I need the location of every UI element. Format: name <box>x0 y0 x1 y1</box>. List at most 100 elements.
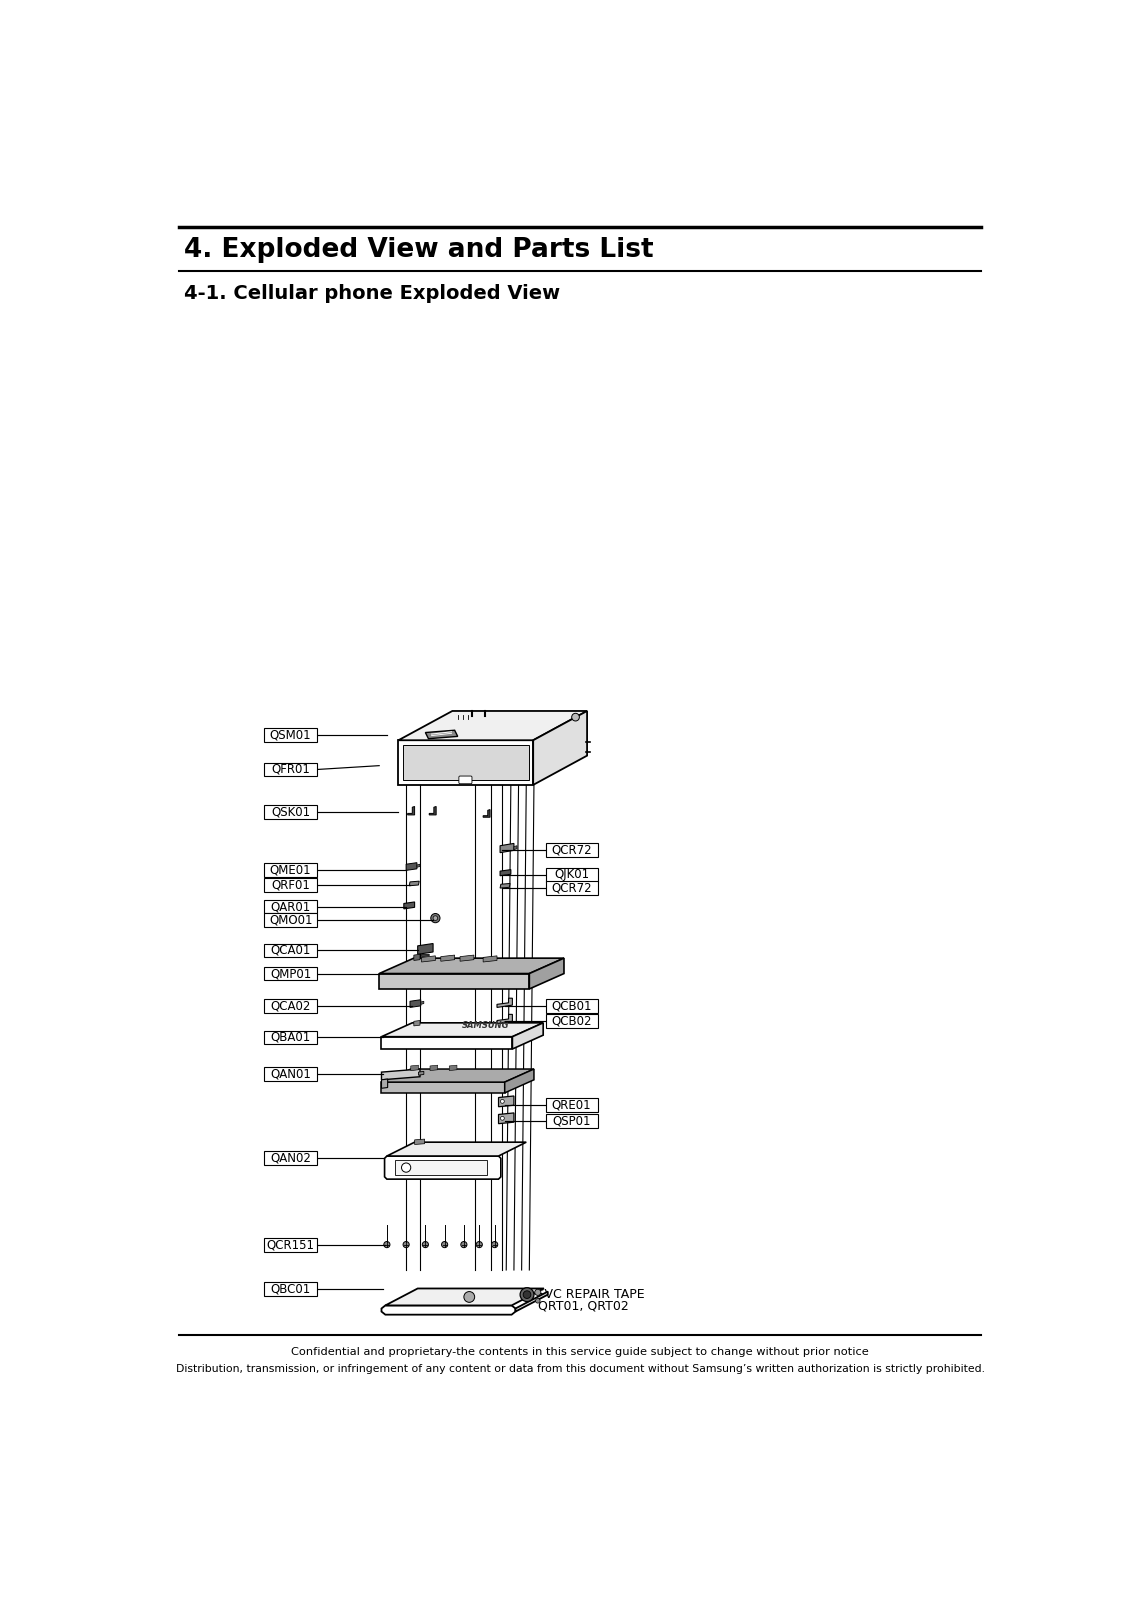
FancyBboxPatch shape <box>265 1030 317 1045</box>
Polygon shape <box>418 944 434 954</box>
Polygon shape <box>417 864 420 867</box>
FancyBboxPatch shape <box>546 998 598 1013</box>
Text: QMO01: QMO01 <box>269 914 312 926</box>
FancyBboxPatch shape <box>265 912 317 926</box>
Polygon shape <box>385 1288 544 1306</box>
Circle shape <box>477 1242 482 1248</box>
Polygon shape <box>505 1069 534 1093</box>
Polygon shape <box>440 955 455 962</box>
FancyBboxPatch shape <box>265 805 317 819</box>
FancyBboxPatch shape <box>265 1067 317 1080</box>
Circle shape <box>384 1242 389 1248</box>
Polygon shape <box>430 1066 438 1070</box>
Polygon shape <box>385 1157 500 1179</box>
Circle shape <box>491 1242 498 1248</box>
Polygon shape <box>381 1078 387 1088</box>
Polygon shape <box>483 810 490 818</box>
Circle shape <box>500 1117 504 1120</box>
Polygon shape <box>449 1066 457 1070</box>
Polygon shape <box>414 1021 420 1026</box>
Circle shape <box>520 1288 534 1301</box>
Text: QCB01: QCB01 <box>551 1000 592 1013</box>
Text: SAMSUNG: SAMSUNG <box>462 1021 509 1030</box>
FancyBboxPatch shape <box>265 862 317 877</box>
Polygon shape <box>500 870 511 875</box>
Polygon shape <box>498 1096 514 1107</box>
Circle shape <box>464 1291 474 1302</box>
Polygon shape <box>381 1082 505 1093</box>
Polygon shape <box>514 846 517 850</box>
Text: QBA01: QBA01 <box>271 1030 311 1043</box>
Polygon shape <box>414 1139 424 1144</box>
Polygon shape <box>533 710 588 786</box>
Circle shape <box>403 1242 409 1248</box>
FancyBboxPatch shape <box>265 944 317 957</box>
Circle shape <box>534 1290 541 1296</box>
Text: QCR72: QCR72 <box>551 843 592 858</box>
Polygon shape <box>406 862 417 870</box>
Polygon shape <box>381 1022 543 1037</box>
FancyBboxPatch shape <box>546 1014 598 1029</box>
Polygon shape <box>395 1160 487 1176</box>
Text: QCR72: QCR72 <box>551 882 592 894</box>
FancyBboxPatch shape <box>265 1238 317 1251</box>
Polygon shape <box>530 958 564 989</box>
Text: QSK01: QSK01 <box>271 805 310 818</box>
Polygon shape <box>408 806 414 814</box>
Text: QAN01: QAN01 <box>271 1067 311 1080</box>
FancyBboxPatch shape <box>265 1282 317 1296</box>
Polygon shape <box>421 954 429 957</box>
FancyBboxPatch shape <box>458 776 472 784</box>
Polygon shape <box>497 1014 513 1024</box>
Text: QCA01: QCA01 <box>271 944 311 957</box>
Circle shape <box>461 1242 468 1248</box>
FancyBboxPatch shape <box>265 998 317 1013</box>
Circle shape <box>422 1242 428 1248</box>
Polygon shape <box>410 1000 421 1008</box>
Circle shape <box>431 914 440 923</box>
Polygon shape <box>414 954 420 960</box>
Text: QRF01: QRF01 <box>272 878 310 891</box>
Circle shape <box>535 1299 540 1302</box>
Text: 4-1. Cellular phone Exploded View: 4-1. Cellular phone Exploded View <box>185 285 560 302</box>
Polygon shape <box>381 1037 513 1050</box>
FancyBboxPatch shape <box>546 869 598 882</box>
Text: ※ SVC REPAIR TAPE: ※ SVC REPAIR TAPE <box>522 1288 644 1301</box>
Polygon shape <box>411 1066 419 1070</box>
Polygon shape <box>379 973 530 989</box>
Polygon shape <box>500 883 511 888</box>
Circle shape <box>500 1099 504 1104</box>
Text: Distribution, transmission, or infringement of any content or data from this doc: Distribution, transmission, or infringem… <box>175 1363 985 1373</box>
Polygon shape <box>426 730 457 739</box>
Text: QFR01: QFR01 <box>272 763 310 776</box>
Polygon shape <box>419 1072 423 1075</box>
Polygon shape <box>498 1114 514 1123</box>
Polygon shape <box>398 741 533 786</box>
Text: QSP01: QSP01 <box>552 1115 591 1128</box>
FancyBboxPatch shape <box>265 763 317 776</box>
FancyBboxPatch shape <box>546 882 598 894</box>
Polygon shape <box>409 882 419 886</box>
Polygon shape <box>387 1142 526 1157</box>
Text: QMP01: QMP01 <box>271 966 311 981</box>
FancyBboxPatch shape <box>546 843 598 858</box>
Polygon shape <box>381 1069 420 1080</box>
Text: QRT01, QRT02: QRT01, QRT02 <box>522 1299 628 1312</box>
Circle shape <box>523 1291 531 1299</box>
Polygon shape <box>429 806 436 814</box>
Polygon shape <box>404 902 414 909</box>
Text: QCA02: QCA02 <box>271 1000 311 1013</box>
Polygon shape <box>515 1291 548 1312</box>
FancyBboxPatch shape <box>265 899 317 914</box>
Circle shape <box>572 714 580 722</box>
Text: QJK01: QJK01 <box>555 869 590 882</box>
Polygon shape <box>381 1306 515 1315</box>
Circle shape <box>441 1242 448 1248</box>
FancyBboxPatch shape <box>546 1098 598 1112</box>
Text: QCR151: QCR151 <box>267 1238 315 1251</box>
Text: 4. Exploded View and Parts List: 4. Exploded View and Parts List <box>185 237 654 262</box>
FancyBboxPatch shape <box>265 966 317 981</box>
Polygon shape <box>513 1022 543 1050</box>
Text: QCB02: QCB02 <box>551 1014 592 1027</box>
Text: QBC01: QBC01 <box>271 1283 311 1296</box>
